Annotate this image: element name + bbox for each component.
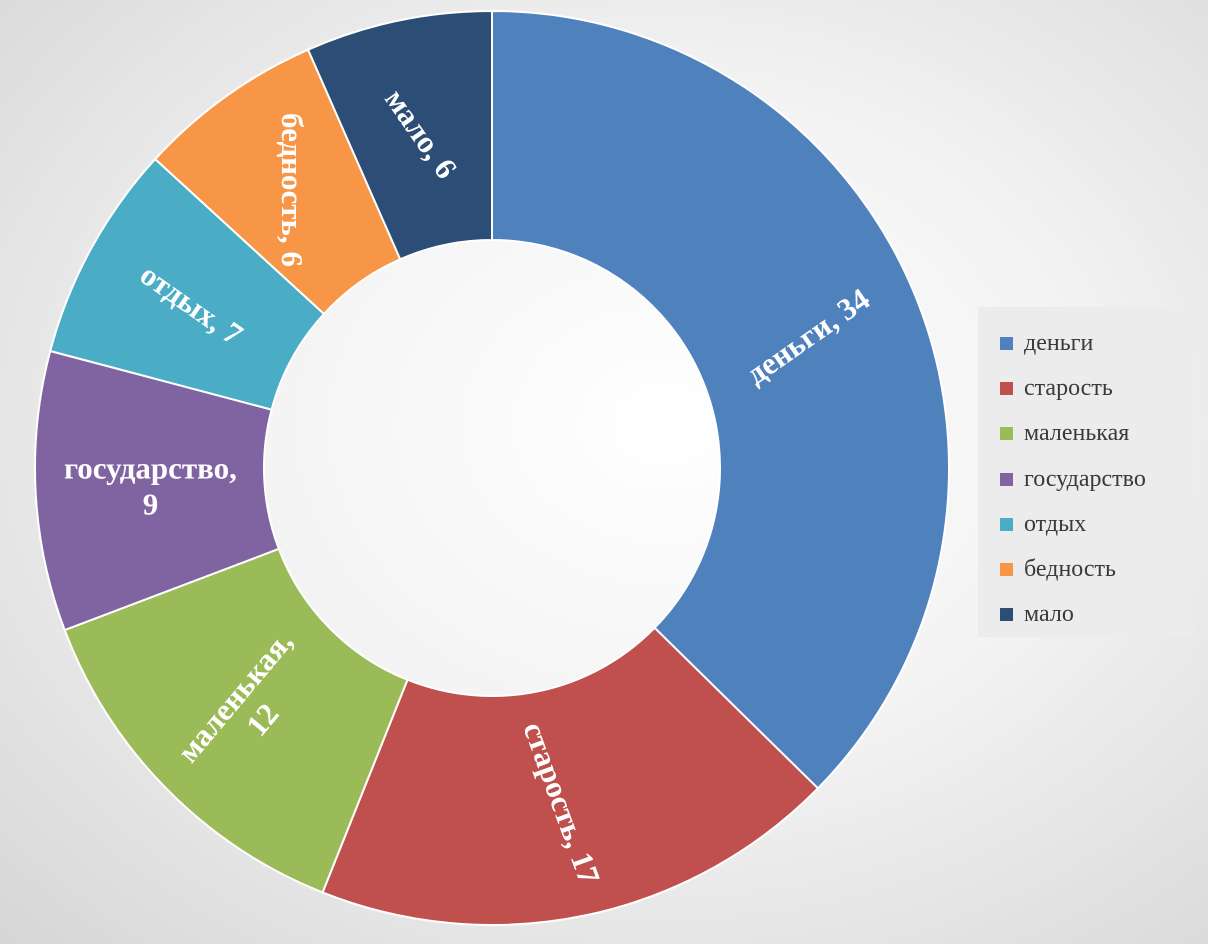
legend-swatch <box>1000 517 1013 531</box>
data-label-line: бедность, 6 <box>275 113 310 267</box>
legend-label: маленькая <box>1024 420 1130 447</box>
legend-item-gosudarstvo: государство <box>1000 457 1193 502</box>
legend-label: государство <box>1024 465 1146 492</box>
data-label-line: государство, <box>64 451 237 486</box>
legend-label: бедность <box>1024 556 1116 583</box>
legend-item-malenkaya: маленькая <box>1000 411 1193 456</box>
legend-label: отдых <box>1024 510 1087 537</box>
legend-swatch <box>1000 427 1013 441</box>
data-label-bednost: бедность, 6 <box>275 113 310 267</box>
slice-starost <box>321 626 820 927</box>
legend-swatch <box>1000 608 1013 622</box>
legend-item-starost: старость <box>1000 366 1193 411</box>
data-label-gosudarstvo: государство, 9 <box>64 451 237 522</box>
slice-malenkaya <box>63 547 409 894</box>
legend-swatch <box>1000 382 1013 396</box>
legend-label: старость <box>1024 375 1113 402</box>
legend-item-otdykh: отдых <box>1000 502 1193 547</box>
legend-item-malo: мало <box>1000 592 1193 637</box>
legend-label: деньги <box>1024 330 1094 357</box>
chart-legend: деньги старость маленькая государство от… <box>978 307 1193 637</box>
legend-swatch <box>1000 337 1013 351</box>
data-label-line: 9 <box>143 487 159 522</box>
legend-item-dengi: деньги <box>1000 321 1193 366</box>
legend-swatch <box>1000 563 1013 577</box>
legend-swatch <box>1000 472 1013 486</box>
legend-label: мало <box>1024 601 1074 628</box>
slice-malo <box>306 9 493 261</box>
legend-item-bednost: бедность <box>1000 547 1193 592</box>
slice-dengi <box>491 9 950 790</box>
